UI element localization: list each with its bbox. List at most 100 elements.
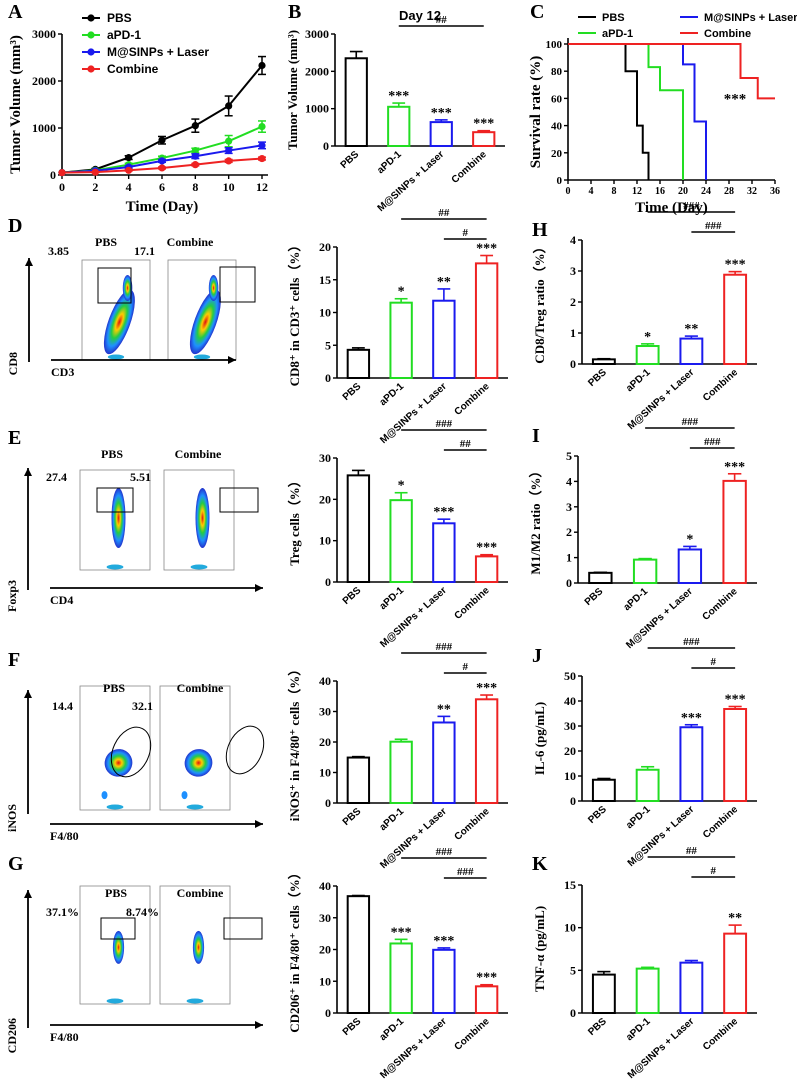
x-axis-title: CD3 (51, 365, 74, 379)
axis-events (193, 354, 211, 360)
y-tick-label: 20 (319, 943, 331, 957)
data-point (158, 164, 166, 172)
cell-population-right (189, 289, 221, 355)
y-tick-label: 5 (570, 963, 576, 977)
legend-label: Combine (107, 62, 159, 76)
data-point (191, 161, 199, 169)
bar-1 (346, 895, 371, 1014)
gate-value-left: 37.1% (46, 905, 79, 919)
significance-star: *** (391, 925, 412, 940)
significance-star: *** (725, 258, 746, 273)
legend-label: aPD-1 (602, 28, 633, 40)
data-point (258, 61, 266, 70)
panel-label: A (8, 1, 23, 23)
x-tick-label: PBS (341, 381, 364, 403)
bar-2 (387, 105, 411, 148)
plot-title-left: PBS (105, 886, 127, 900)
significance-star: *** (476, 971, 497, 986)
y-tick-label: 3000 (305, 27, 329, 41)
legend-label: M@SINPs + Laser (107, 45, 209, 59)
x-tick-label: 32 (747, 186, 757, 197)
y-tick-label: 20 (551, 148, 563, 160)
y-axis-title: CD8/Treg ratio（%） (532, 240, 547, 363)
y-tick-label: 2 (566, 525, 572, 539)
x-tick-label: PBS (341, 1016, 364, 1038)
x-arrow-head (255, 1021, 263, 1029)
y-axis-title: iNOS (5, 804, 19, 832)
significance-star: * (398, 285, 405, 300)
bar-2 (635, 345, 660, 365)
y-tick-label: 30 (319, 705, 331, 719)
y-tick-label: 0 (557, 175, 563, 187)
data-point (91, 168, 99, 176)
x-tick-label: aPD-1 (624, 367, 653, 394)
x-tick-label: Combine (450, 149, 489, 186)
x-arrow-head (255, 584, 263, 592)
cell-population-left (103, 289, 135, 355)
y-tick-label: 10 (319, 974, 331, 988)
x-tick-label: Combine (452, 1016, 491, 1053)
bar-1 (591, 358, 616, 366)
x-axis-title: F4/80 (50, 1030, 79, 1044)
x-tick-label: 10 (223, 180, 235, 194)
y-tick-label: 0 (566, 576, 572, 590)
gate-right (225, 725, 265, 775)
x-tick-label: 12 (632, 186, 642, 197)
bracket-label: ### (705, 220, 722, 232)
y-tick-label: 0 (325, 1006, 331, 1020)
y-tick-label: 1 (566, 551, 572, 565)
bracket-label: ### (436, 641, 453, 653)
plot-title-right: Combine (177, 681, 224, 695)
gate-right (219, 266, 256, 303)
y-tick-label: 10 (319, 766, 331, 780)
bracket-label: ### (704, 436, 721, 448)
y-arrow-head (24, 890, 32, 898)
plot-title-left: PBS (103, 681, 125, 695)
significance-star: *** (476, 242, 497, 257)
significance-star: *** (476, 681, 497, 696)
panel-label: H (532, 219, 548, 241)
y-tick-label: 50 (564, 669, 576, 683)
bar-4 (474, 262, 499, 379)
bracket-label: ### (436, 846, 453, 858)
y-axis-title: CD206⁺ in F4/80⁺ cells（%） (287, 866, 302, 1032)
x-tick-label: Combine (701, 1016, 740, 1053)
bar-3 (432, 948, 456, 1015)
y-tick-label: 2000 (305, 64, 329, 78)
bar-4 (723, 708, 748, 802)
x-tick-label: PBS (341, 585, 364, 607)
y-tick-label: 5 (566, 449, 572, 463)
x-tick-label: PBS (586, 804, 609, 826)
x-tick-label: 20 (678, 186, 688, 197)
y-axis-title: IL-6 (pg/mL) (532, 702, 547, 775)
x-tick-label: Combine (701, 804, 740, 841)
axis-events (106, 804, 124, 810)
plot-title-right: Combine (175, 447, 222, 461)
x-arrow-head (228, 356, 236, 364)
y-axis-title: TNF-α (pg/mL) (532, 906, 547, 992)
x-tick-label: 4 (126, 180, 132, 194)
y-tick-label: 20 (319, 735, 331, 749)
bracket-label: ### (457, 866, 474, 878)
data-point (258, 141, 266, 149)
bracket-label: ## (686, 845, 698, 857)
chart-a: 0 1000 2000 3000 0 2 4 6 8 10 12 PBS aPD-1 M@SINPs + … (8, 1, 268, 215)
y-tick-label: 40 (319, 674, 331, 688)
data-point (225, 137, 233, 145)
x-axis-title: Time (Day) (126, 199, 199, 215)
bar-3 (429, 121, 453, 147)
y-tick-label: 30 (319, 451, 331, 465)
y-tick-label: 20 (319, 492, 331, 506)
y-tick-label: 40 (551, 121, 563, 133)
data-point (125, 154, 133, 162)
flow-panel-g: G PBS 37.1% Combine 8.74% F4/80 CD206 (5, 853, 263, 1053)
y-tick-label: 0 (570, 357, 576, 371)
y-arrow-head (24, 468, 32, 476)
significance-star: *** (433, 505, 454, 520)
bracket-label: # (711, 656, 717, 668)
y-tick-label: 15 (564, 878, 576, 892)
panel-label: D (8, 215, 22, 237)
